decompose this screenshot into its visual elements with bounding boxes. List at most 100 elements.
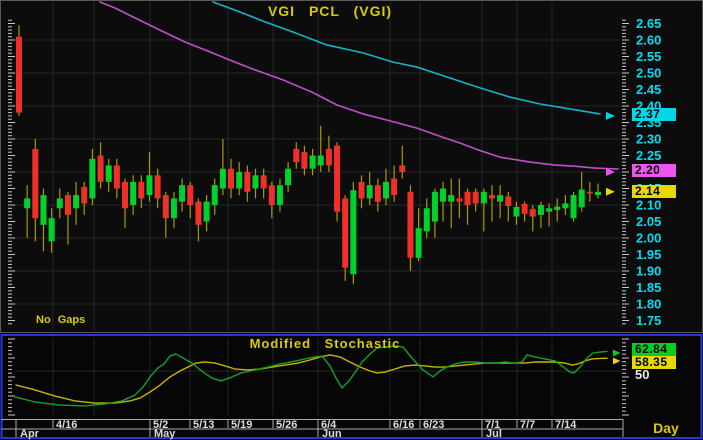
candle-down (244, 172, 251, 192)
price-tick-label: 2.30 (636, 132, 661, 147)
last-price-arrow-icon (606, 187, 615, 196)
indicator-title: Modified Stochastic (249, 336, 401, 351)
month-label: Apr (20, 428, 40, 440)
ma-slow-line (99, 1, 619, 170)
stoch-slow-arrow-icon (613, 357, 621, 365)
candle-down (97, 155, 104, 182)
stoch-slow-line (15, 354, 608, 404)
candle-up (350, 190, 357, 275)
candle-up (415, 228, 422, 258)
month-label: Jun (322, 428, 342, 440)
date-label: 5/13 (193, 419, 214, 431)
price-tick-label: 2.55 (636, 49, 661, 64)
candle-down (162, 195, 169, 219)
month-label: Jul (486, 428, 502, 440)
candle-down (81, 186, 88, 204)
candle-down (505, 196, 512, 206)
price-tick-label: 1.95 (636, 247, 661, 262)
candle-down (334, 145, 341, 212)
candle-up (513, 206, 520, 217)
candle-up (236, 172, 243, 189)
chart-title: VGI PCL (VGI) (267, 3, 393, 19)
candle-up (537, 205, 544, 215)
date-label: 5/2 (153, 419, 168, 431)
candle-down (586, 191, 593, 194)
candle-down (122, 181, 129, 209)
last-price-chip: 2.14 (632, 185, 676, 198)
candle-up (595, 191, 602, 196)
date-label: 7/14 (555, 419, 577, 431)
candle-up (317, 155, 324, 166)
date-label: 6/4 (321, 419, 337, 431)
candle-up (497, 195, 504, 202)
candle-up (578, 189, 585, 208)
date-label: 6/16 (393, 419, 414, 431)
price-tick-label: 2.00 (636, 231, 661, 246)
stochastic-panel[interactable] (0, 334, 703, 439)
candle-down (187, 185, 194, 205)
stoch-mid-level-label: 50 (635, 367, 650, 382)
stoch-slow-value-chip: 58.35 (632, 356, 676, 369)
month-label: May (154, 428, 176, 440)
candle-up (73, 195, 80, 209)
candle-up (130, 181, 137, 205)
candle-down (464, 191, 471, 205)
date-label: 5/19 (231, 419, 252, 431)
candle-down (195, 201, 202, 225)
ma-fast-price-chip: 2.37 (632, 108, 676, 121)
stoch-fast-line (14, 345, 608, 407)
candle-up (146, 175, 153, 196)
candle-up (423, 208, 430, 232)
candle-up (252, 175, 259, 189)
candle-down (154, 175, 161, 199)
candle-down (293, 148, 300, 163)
candle-down (16, 36, 22, 113)
candle-up (309, 155, 316, 169)
candle-down (488, 195, 495, 199)
date-label: 5/26 (276, 419, 297, 431)
candle-down (138, 181, 145, 199)
candle-up (203, 201, 210, 222)
candle-down (301, 152, 308, 169)
candle-down (529, 208, 536, 217)
stoch-fast-arrow-icon (613, 349, 621, 357)
ma-slow-price-chip: 2.20 (632, 164, 676, 177)
candle-down (399, 165, 406, 172)
candle-up (170, 198, 177, 219)
ma-fast-line (212, 1, 601, 115)
price-tick-label: 2.45 (636, 82, 661, 97)
candle-up (431, 191, 438, 222)
candle-down (521, 204, 528, 214)
price-tick-label: 2.65 (636, 16, 661, 31)
candle-up (48, 218, 55, 242)
candle-up (285, 168, 292, 186)
candle-down (32, 148, 39, 219)
candle-down (325, 148, 332, 166)
candle-up (219, 168, 226, 189)
candle-up (40, 195, 47, 225)
ma-slow-arrow-icon (606, 168, 615, 176)
candle-up (56, 198, 63, 209)
price-tick-label: 2.60 (636, 33, 661, 48)
candle-down (472, 191, 479, 204)
candle-up (276, 185, 283, 205)
no-gaps-label: No Gaps (36, 314, 86, 326)
candle-up (562, 203, 569, 209)
candle-down (391, 178, 398, 196)
ma-fast-arrow-icon (606, 111, 615, 120)
date-label: 6/23 (423, 419, 444, 431)
candle-up (179, 185, 186, 202)
candle-up (448, 195, 455, 202)
candle-down (268, 185, 275, 205)
candle-up (105, 165, 112, 182)
price-tick-label: 2.05 (636, 214, 661, 229)
timeframe-label[interactable]: Day (653, 420, 679, 436)
date-label: 7/7 (520, 419, 535, 431)
price-tick-label: 1.90 (636, 264, 661, 279)
candle-down (260, 175, 267, 189)
candle-down (113, 165, 120, 189)
candle-up (554, 206, 561, 210)
candle-up (382, 181, 389, 199)
price-tick-label: 2.50 (636, 66, 661, 81)
